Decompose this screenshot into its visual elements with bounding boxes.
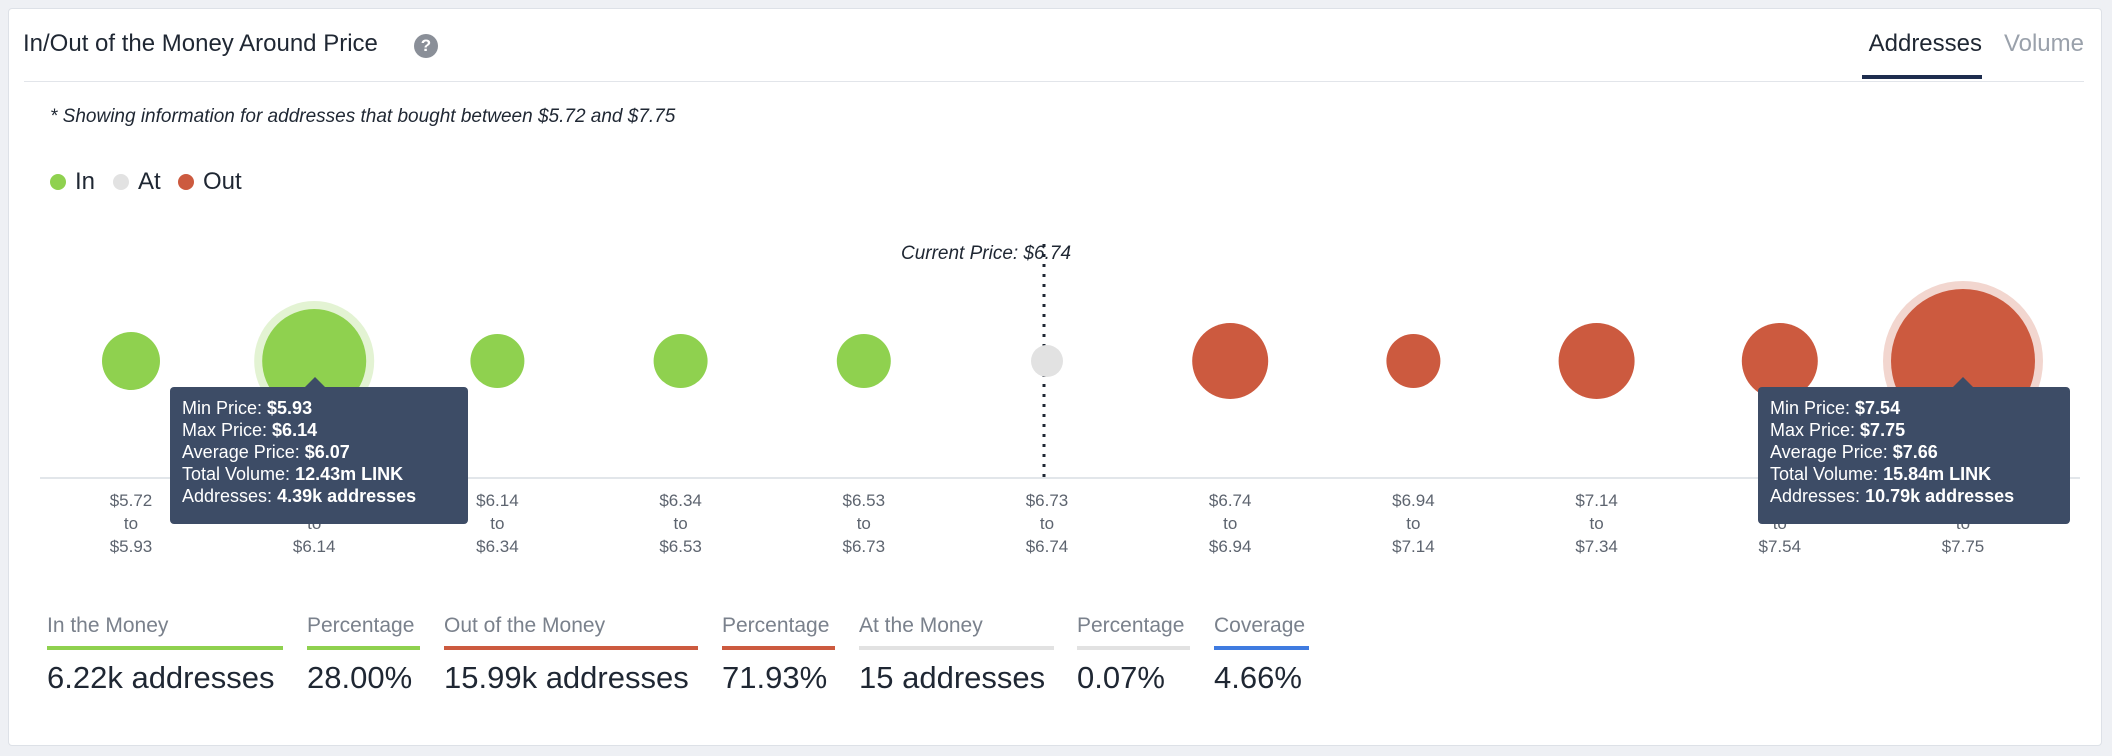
stat-label: Coverage (1214, 614, 1306, 637)
legend-label-in: In (75, 168, 96, 195)
stat-label: Percentage (1077, 614, 1185, 637)
stat-label: Percentage (722, 614, 830, 637)
card-title: In/Out of the Money Around Price (23, 30, 378, 57)
legend-item-in[interactable]: In (50, 168, 95, 196)
tick-label-from: $6.74 (1209, 491, 1252, 510)
tick-label-from: $6.14 (476, 491, 519, 510)
stat-value: 15 addresses (859, 660, 1046, 695)
stat-bar-out-pct (722, 646, 835, 650)
tooltip-row: Min Price: $5.93 (182, 398, 313, 418)
tick-label-to: $6.34 (476, 537, 519, 556)
stat-value: 6.22k addresses (47, 660, 275, 695)
tick-label-separator: to (1590, 514, 1604, 533)
tick-label-separator: to (124, 514, 138, 533)
tooltip-row: Addresses: 10.79k addresses (1770, 486, 2015, 506)
tick-label-to: $5.93 (110, 537, 153, 556)
tooltip-row: Min Price: $7.54 (1770, 398, 1901, 418)
stat-bar-at (859, 646, 1054, 650)
bubble-out (1192, 323, 1269, 399)
bubble-out (1558, 323, 1635, 399)
tick-label-separator: to (490, 514, 504, 533)
stat-bar-in-pct (307, 646, 420, 650)
help-icon[interactable]: ? (414, 34, 438, 58)
bubble-at (1031, 345, 1063, 377)
tick-label-separator: to (1223, 514, 1237, 533)
tooltip-row: Max Price: $6.14 (182, 420, 318, 440)
tab-volume[interactable]: Volume (2003, 30, 2084, 57)
tooltip-bin-2: Min Price: $5.93 Max Price: $6.14 Averag… (170, 377, 468, 524)
tooltip-row: Max Price: $7.75 (1770, 420, 1906, 440)
stat-value: 0.07% (1077, 660, 1165, 695)
legend-dot-out (178, 174, 194, 190)
tooltip-bin-11: Min Price: $7.54 Max Price: $7.75 Averag… (1758, 377, 2070, 524)
legend-label-out: Out (203, 168, 242, 195)
stat-in-percentage: Percentage 28.00% (307, 614, 420, 696)
tick-label-to: $6.94 (1209, 537, 1252, 556)
stat-label: In the Money (47, 614, 169, 637)
stat-out-of-the-money: Out of the Money 15.99k addresses (444, 614, 698, 696)
tooltip-row: Total Volume: 12.43m LINK (182, 464, 404, 484)
stat-label: Percentage (307, 614, 415, 637)
bubble-in (653, 334, 708, 388)
stat-bar-in (47, 646, 283, 650)
tick-label-to: $7.75 (1942, 537, 1985, 556)
active-tab-indicator (1862, 75, 1982, 79)
bubble-in (102, 332, 160, 390)
tick-label-to: $7.34 (1575, 537, 1618, 556)
stat-value: 4.66% (1214, 660, 1302, 695)
tooltip-row: Addresses: 4.39k addresses (182, 486, 417, 506)
tick-label-from: $7.14 (1575, 491, 1618, 510)
current-price-label: Current Price: $6.74 (901, 243, 1071, 264)
tick-label-separator: to (1406, 514, 1420, 533)
stat-label: Out of the Money (444, 614, 606, 637)
stat-bar-coverage (1214, 646, 1309, 650)
legend-dot-in (50, 174, 66, 190)
tick-label-separator: to (857, 514, 871, 533)
stat-value: 28.00% (307, 660, 413, 695)
stat-value: 71.93% (722, 660, 828, 695)
bubble-in (836, 334, 891, 388)
tooltip-row: Average Price: $6.07 (182, 442, 350, 462)
stat-label: At the Money (859, 614, 983, 637)
legend-item-at[interactable]: At (113, 168, 161, 196)
tick-label-to: $7.54 (1759, 537, 1802, 556)
tick-label-from: $6.34 (659, 491, 702, 510)
tab-addresses[interactable]: Addresses (1868, 30, 1982, 57)
stat-out-percentage: Percentage 71.93% (722, 614, 835, 696)
tick-label-from: $6.73 (1026, 491, 1069, 510)
tooltip-row: Total Volume: 15.84m LINK (1770, 464, 1992, 484)
tick-label-to: $6.74 (1026, 537, 1069, 556)
stat-at-percentage: Percentage 0.07% (1077, 614, 1190, 696)
tick-label-from: $5.72 (110, 491, 153, 510)
stat-in-the-money: In the Money 6.22k addresses (47, 614, 283, 696)
stat-coverage: Coverage 4.66% (1214, 614, 1309, 696)
header-divider (24, 81, 2084, 82)
tick-label-to: $6.73 (843, 537, 886, 556)
bubble-out (1386, 334, 1441, 388)
stat-at-the-money: At the Money 15 addresses (859, 614, 1054, 696)
tooltip-row: Average Price: $7.66 (1770, 442, 1938, 462)
stat-bar-out (444, 646, 698, 650)
tick-label-separator: to (674, 514, 688, 533)
tick-label-separator: to (1040, 514, 1054, 533)
stat-bar-at-pct (1077, 646, 1190, 650)
tick-label-to: $6.53 (659, 537, 702, 556)
tick-label-from: $6.53 (843, 491, 886, 510)
tick-label-from: $6.94 (1392, 491, 1435, 510)
legend-item-out[interactable]: Out (178, 168, 242, 196)
bubble-in (470, 334, 525, 388)
legend-dot-at (113, 174, 129, 190)
legend-label-at: At (138, 168, 161, 195)
bubble-out (1741, 323, 1818, 399)
stat-value: 15.99k addresses (444, 660, 689, 695)
tick-label-to: $7.14 (1392, 537, 1435, 556)
view-tabs: Addresses Volume (1784, 0, 2084, 82)
tick-label-to: $6.14 (293, 537, 336, 556)
range-note: * Showing information for addresses that… (50, 106, 676, 127)
